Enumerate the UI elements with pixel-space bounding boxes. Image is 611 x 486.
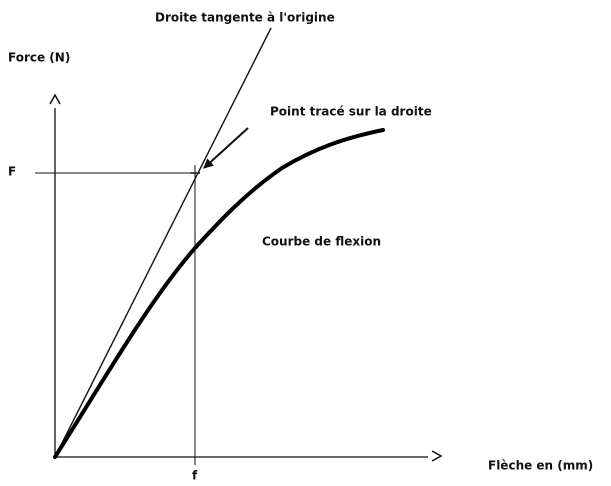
tangent-line xyxy=(54,27,272,458)
title-label: Droite tangente à l'origine xyxy=(155,11,335,25)
x-axis-label: Flèche en (mm) xyxy=(488,459,593,473)
curve-label: Courbe de flexion xyxy=(262,235,381,249)
point-arrow xyxy=(203,127,249,169)
point-label: Point tracé sur la droite xyxy=(270,105,432,119)
x-axis-arrow xyxy=(431,450,443,462)
y-marker-label: F xyxy=(8,165,16,179)
y-axis-arrow xyxy=(49,93,61,105)
flexion-curve xyxy=(53,128,385,459)
x-marker-label: f xyxy=(192,469,198,483)
y-axis-label: Force (N) xyxy=(8,51,70,65)
